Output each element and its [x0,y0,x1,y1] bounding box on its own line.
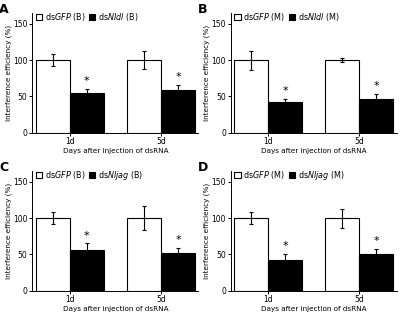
Bar [268,102,302,133]
Text: *: * [282,241,288,252]
Text: C: C [0,161,8,174]
X-axis label: Days after injection of dsRNA: Days after injection of dsRNA [63,306,168,312]
Bar [70,94,104,133]
Bar [325,60,359,133]
Text: B: B [198,3,207,16]
Legend: ds$\it{GFP}$ (M), ds$\it{Nljag}$ (M): ds$\it{GFP}$ (M), ds$\it{Nljag}$ (M) [234,169,344,182]
Bar [127,60,161,133]
Bar [359,254,393,291]
X-axis label: Days after injection of dsRNA: Days after injection of dsRNA [261,148,367,154]
Y-axis label: Interference efficiency (%): Interference efficiency (%) [5,25,12,121]
Bar [36,60,70,133]
X-axis label: Days after injection of dsRNA: Days after injection of dsRNA [63,148,168,154]
Bar [234,60,268,133]
Text: D: D [198,161,208,174]
Bar [234,218,268,291]
Legend: ds$\it{GFP}$ (M), ds$\it{NIdl}$ (M): ds$\it{GFP}$ (M), ds$\it{NIdl}$ (M) [234,11,340,23]
Legend: ds$\it{GFP}$ (B), ds$\it{Nljag}$ (B): ds$\it{GFP}$ (B), ds$\it{Nljag}$ (B) [36,169,143,182]
Bar [161,253,195,291]
Legend: ds$\it{GFP}$ (B), ds$\it{NIdl}$ (B): ds$\it{GFP}$ (B), ds$\it{NIdl}$ (B) [36,11,138,23]
Y-axis label: Interference efficiency (%): Interference efficiency (%) [204,25,210,121]
Text: *: * [374,236,379,246]
Text: *: * [175,72,181,82]
Text: *: * [84,76,90,86]
Text: *: * [175,235,181,245]
Text: *: * [84,231,90,240]
Bar [70,250,104,291]
Bar [36,218,70,291]
Y-axis label: Interference efficiency (%): Interference efficiency (%) [204,183,210,279]
Text: *: * [282,86,288,96]
X-axis label: Days after injection of dsRNA: Days after injection of dsRNA [261,306,367,312]
Bar [127,218,161,291]
Bar [359,99,393,133]
Text: *: * [374,81,379,91]
Text: A: A [0,3,9,16]
Bar [161,90,195,133]
Bar [268,260,302,291]
Bar [325,218,359,291]
Y-axis label: Interference efficiency (%): Interference efficiency (%) [5,183,12,279]
